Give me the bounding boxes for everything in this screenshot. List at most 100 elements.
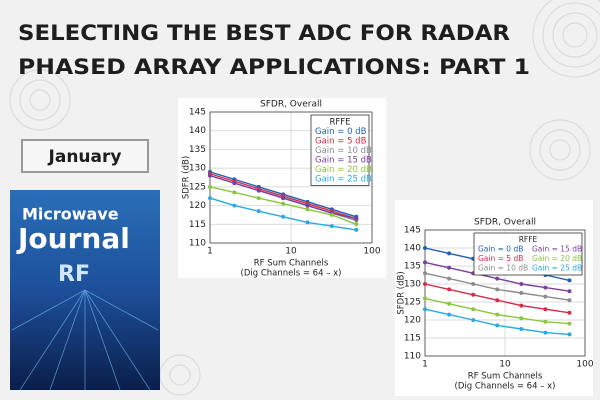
data-point xyxy=(208,184,212,189)
data-point xyxy=(471,292,476,297)
y-axis-label: SDFR (dB) xyxy=(182,156,192,199)
data-point xyxy=(305,203,310,208)
data-point xyxy=(256,209,261,214)
data-point xyxy=(519,327,524,331)
legend-entry: Gain = 20 dB xyxy=(315,165,372,175)
legend-entry: Gain = 10 dB xyxy=(478,263,528,272)
data-point xyxy=(447,287,452,292)
title-line: PHASED ARRAY APPLICATIONS: PART 1 xyxy=(18,55,530,79)
x-axis-label: (Dig Channels = 64 – x) xyxy=(455,382,556,392)
y-tick-label: 135 xyxy=(404,262,421,272)
legend-title: RFFE xyxy=(519,235,538,244)
legend-title: RFFE xyxy=(329,117,350,127)
data-point xyxy=(567,310,572,315)
legend-box xyxy=(310,114,370,186)
data-point xyxy=(447,276,452,281)
y-tick-label: 140 xyxy=(189,126,206,136)
y-tick-label: 120 xyxy=(404,316,421,326)
data-point xyxy=(423,246,427,250)
y-tick-label: 130 xyxy=(189,164,206,174)
data-point xyxy=(423,260,427,265)
data-point xyxy=(354,227,359,232)
data-point xyxy=(567,289,572,294)
data-point xyxy=(447,301,452,306)
y-tick-label: 125 xyxy=(404,298,421,308)
data-point xyxy=(208,196,212,201)
cover-masthead: Journal xyxy=(16,222,130,255)
chart-title: SFDR, Overall xyxy=(474,218,536,228)
data-point xyxy=(471,282,476,286)
data-point xyxy=(519,303,524,308)
data-point xyxy=(423,271,427,276)
data-point xyxy=(329,224,334,229)
data-point xyxy=(495,287,500,292)
data-point xyxy=(208,173,212,178)
legend-entry: Gain = 0 dB xyxy=(315,127,367,137)
title-line: SELECTING THE BEST ADC FOR RADAR xyxy=(18,21,510,45)
data-point xyxy=(543,307,548,312)
legend-entry: Gain = 25 dB xyxy=(532,263,582,272)
x-axis-label: RF Sum Channels xyxy=(468,372,543,382)
x-tick-label: 10 xyxy=(499,360,511,370)
data-point xyxy=(543,319,548,324)
y-tick-label: 140 xyxy=(404,244,421,254)
data-point xyxy=(495,276,500,281)
badge-box xyxy=(21,139,149,173)
data-point xyxy=(423,282,427,286)
data-point xyxy=(256,188,261,193)
legend-entry: Gain = 25 dB xyxy=(315,174,372,184)
y-tick-label: 130 xyxy=(404,280,421,290)
data-point xyxy=(543,330,548,335)
plot-frame xyxy=(424,229,586,357)
data-point xyxy=(232,181,237,186)
data-point xyxy=(567,278,572,283)
data-point xyxy=(471,307,476,312)
y-tick-label: 110 xyxy=(189,239,206,249)
x-tick-label: 1 xyxy=(207,247,213,257)
data-point xyxy=(423,296,427,301)
data-point xyxy=(519,291,524,295)
legend-entry: Gain = 15 dB xyxy=(315,155,372,165)
data-point xyxy=(495,298,500,303)
data-point xyxy=(543,285,548,290)
data-point xyxy=(543,294,548,299)
y-tick-label: 115 xyxy=(404,334,421,344)
x-tick-label: 100 xyxy=(363,247,380,257)
data-point xyxy=(567,321,572,326)
y-tick-label: 110 xyxy=(404,352,421,362)
data-point xyxy=(354,216,359,221)
data-point xyxy=(471,318,476,322)
data-point xyxy=(329,212,334,217)
data-point xyxy=(305,220,310,225)
data-point xyxy=(281,201,286,206)
legend-entry: Gain = 15 dB xyxy=(532,244,582,253)
x-axis-label: RF Sum Channels xyxy=(254,259,329,269)
data-point xyxy=(447,265,452,270)
data-point xyxy=(305,207,310,212)
data-point xyxy=(447,251,452,256)
legend-box xyxy=(473,232,583,276)
cover-masthead: Microwave xyxy=(22,205,119,224)
y-tick-label: 145 xyxy=(404,226,421,236)
legend-entry: Gain = 0 dB xyxy=(478,244,523,253)
x-tick-label: 1 xyxy=(422,360,428,370)
y-tick-label: 135 xyxy=(189,145,206,155)
x-tick-label: 10 xyxy=(285,247,297,257)
x-tick-label: 100 xyxy=(576,360,593,370)
y-tick-label: 120 xyxy=(189,201,206,211)
data-point xyxy=(354,222,359,227)
data-point xyxy=(232,203,237,208)
data-point xyxy=(495,323,500,328)
y-axis-label: SFDR (dB) xyxy=(397,271,407,314)
y-tick-label: 145 xyxy=(189,108,206,118)
chart-title: SFDR, Overall xyxy=(260,100,322,110)
data-point xyxy=(256,196,261,201)
data-point xyxy=(567,298,572,303)
data-point xyxy=(519,282,524,286)
data-point xyxy=(281,214,286,219)
legend-entry: Gain = 5 dB xyxy=(478,254,523,263)
decor-circles xyxy=(9,0,600,396)
x-axis-label: (Dig Channels = 64 – x) xyxy=(241,269,342,279)
data-point xyxy=(567,332,572,337)
